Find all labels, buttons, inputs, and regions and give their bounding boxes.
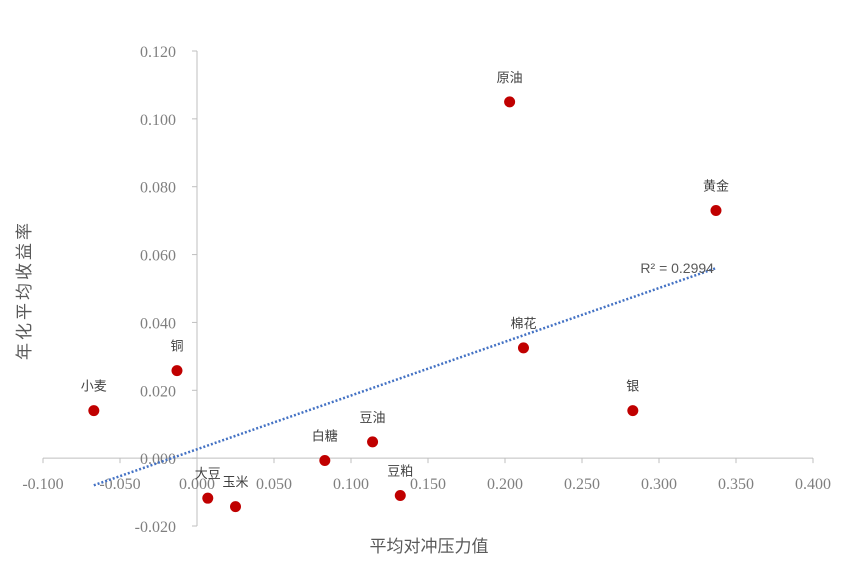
y-tick-label: 0.000: [140, 451, 176, 468]
y-tick-label: 0.040: [140, 315, 176, 332]
trendline: [93, 266, 717, 487]
data-point-label: 黄金: [703, 178, 729, 194]
data-point: [88, 405, 100, 417]
data-point: [504, 96, 516, 108]
x-tick-label: 0.300: [641, 476, 677, 493]
data-point-label: 小麦: [81, 380, 107, 395]
axes: [42, 50, 814, 527]
data-point-label: 棉花: [510, 316, 536, 332]
x-tick-label: 0.350: [718, 476, 754, 493]
data-point: [517, 342, 529, 354]
data-point-label: 玉米: [222, 476, 248, 491]
x-tick-label: 0.250: [564, 476, 600, 493]
data-point: [627, 405, 639, 417]
trendline-group: R² = 0.2994: [93, 260, 717, 487]
tick-labels: -0.100 -0.050 0.000 0.050 0.100 0.150 0.200 0.2…: [22, 44, 831, 536]
data-point: [230, 501, 241, 513]
x-tick-label: -0.100: [22, 476, 63, 493]
data-point-label: 铜: [170, 340, 183, 355]
data-point-label: 大豆: [195, 467, 221, 482]
y-tick-label: 0.060: [140, 248, 176, 265]
y-axis-title: 年化平均收益率: [15, 220, 35, 360]
data-point: [367, 436, 379, 448]
x-tick-label: 0.150: [410, 476, 446, 493]
data-point: [319, 455, 331, 467]
x-tick-label: -0.050: [99, 476, 140, 493]
y-tick-label: 0.020: [140, 383, 176, 400]
data-point-label: 原油: [497, 71, 523, 86]
x-tick-label: 0.000: [179, 476, 215, 493]
y-tick-label: 0.120: [140, 44, 176, 61]
x-axis-title: 平均对冲压力值: [370, 537, 489, 557]
x-tick-label: 0.100: [333, 476, 369, 493]
y-tick-label: 0.100: [140, 112, 176, 129]
y-tick-label: -0.020: [135, 519, 176, 536]
y-tick-label: 0.080: [140, 180, 176, 197]
x-tick-label: 0.400: [795, 476, 831, 493]
r-squared-label: R² = 0.2994: [640, 260, 714, 276]
data-point: [394, 489, 406, 501]
data-point: [171, 365, 183, 377]
x-tick-label: 0.200: [487, 476, 523, 493]
data-point: [710, 204, 722, 216]
data-point-label: 豆油: [360, 411, 386, 426]
data-point-label: 白糖: [312, 429, 338, 445]
x-tick-label: 0.050: [256, 476, 292, 493]
data-point-label: 豆粕: [387, 464, 413, 479]
data-point-label: 银: [626, 380, 639, 395]
data-point: [202, 492, 214, 504]
